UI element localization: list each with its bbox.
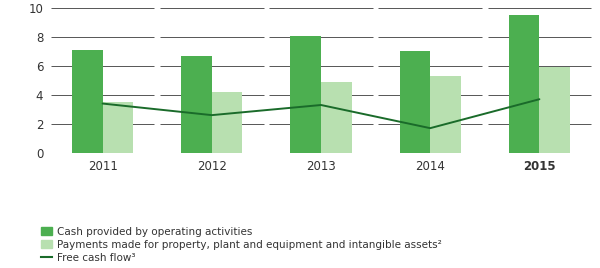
Bar bbox=[212, 92, 242, 153]
Legend: Cash provided by operating activities, Payments made for property, plant and equ: Cash provided by operating activities, P… bbox=[41, 226, 442, 263]
Bar bbox=[430, 76, 461, 153]
Bar bbox=[103, 102, 133, 153]
Bar bbox=[72, 50, 103, 153]
Bar bbox=[539, 67, 570, 153]
Bar bbox=[400, 51, 430, 153]
Bar bbox=[509, 15, 539, 153]
Bar bbox=[181, 56, 212, 153]
Bar bbox=[321, 82, 352, 153]
Bar bbox=[290, 36, 321, 153]
